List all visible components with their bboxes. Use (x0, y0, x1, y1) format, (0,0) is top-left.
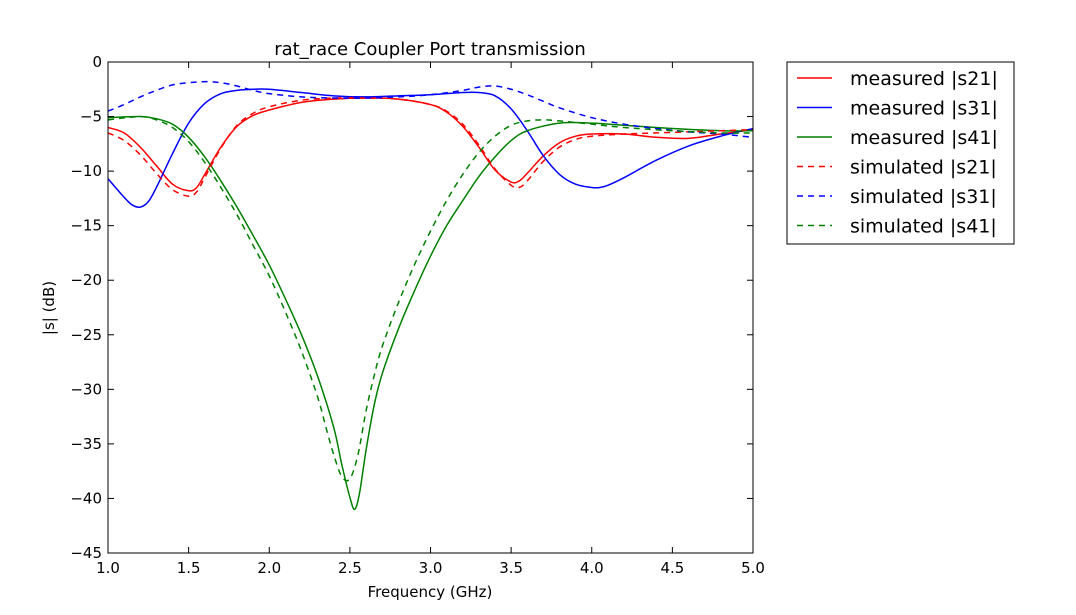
legend-label: simulated |s31| (850, 186, 997, 208)
y-tick-label: −25 (70, 326, 102, 344)
y-tick-label: −30 (70, 380, 102, 398)
x-tick-label: 2.0 (257, 559, 281, 577)
x-axis: 1.0 1.5 2.0 2.5 3.0 3.5 4.0 4.5 5.0 (96, 62, 765, 577)
legend-label: measured |s41| (850, 127, 998, 149)
y-tick-label: −20 (70, 271, 102, 289)
y-tick-label: −35 (70, 435, 102, 453)
x-tick-label: 1.5 (177, 559, 201, 577)
series-layer (108, 80, 753, 511)
x-tick-label: 3.0 (419, 559, 443, 577)
y-axis: 0 −5 −10 −15 −20 −25 −30 −35 −40 −45 (70, 53, 753, 562)
y-tick-label: −5 (80, 108, 102, 126)
legend-label: measured |s21| (850, 68, 998, 90)
x-tick-label: 2.5 (338, 559, 362, 577)
y-tick-label: −10 (70, 162, 102, 180)
series-line-measured-s41 (108, 115, 753, 511)
chart-title: rat_race Coupler Port transmission (274, 39, 586, 60)
series-line-simulated-s31 (108, 80, 753, 139)
legend-label: simulated |s41| (850, 216, 997, 238)
x-tick-label: 3.5 (499, 559, 523, 577)
y-axis-title: |s| (dB) (40, 281, 58, 335)
y-tick-label: −15 (70, 217, 102, 235)
legend-frame (786, 61, 1015, 245)
x-tick-label: 5.0 (741, 559, 765, 577)
y-tick-label: −40 (70, 489, 102, 507)
x-tick-label: 1.0 (96, 559, 120, 577)
series-line-measured-s21 (108, 97, 753, 192)
y-tick-label: −45 (70, 544, 102, 562)
x-axis-title: Frequency (GHz) (368, 583, 493, 601)
plot-frame (107, 61, 754, 554)
legend-label: measured |s31| (850, 98, 998, 120)
series-line-measured-s31 (108, 88, 753, 208)
legend: measured |s21| measured |s31| measured |s4… (786, 61, 1015, 245)
legend-label: simulated |s21| (850, 157, 997, 179)
series-line-simulated-s41 (108, 115, 753, 482)
x-tick-label: 4.5 (660, 559, 684, 577)
x-tick-label: 4.0 (580, 559, 604, 577)
y-tick-label: 0 (92, 53, 102, 71)
series-line-simulated-s21 (108, 97, 753, 198)
